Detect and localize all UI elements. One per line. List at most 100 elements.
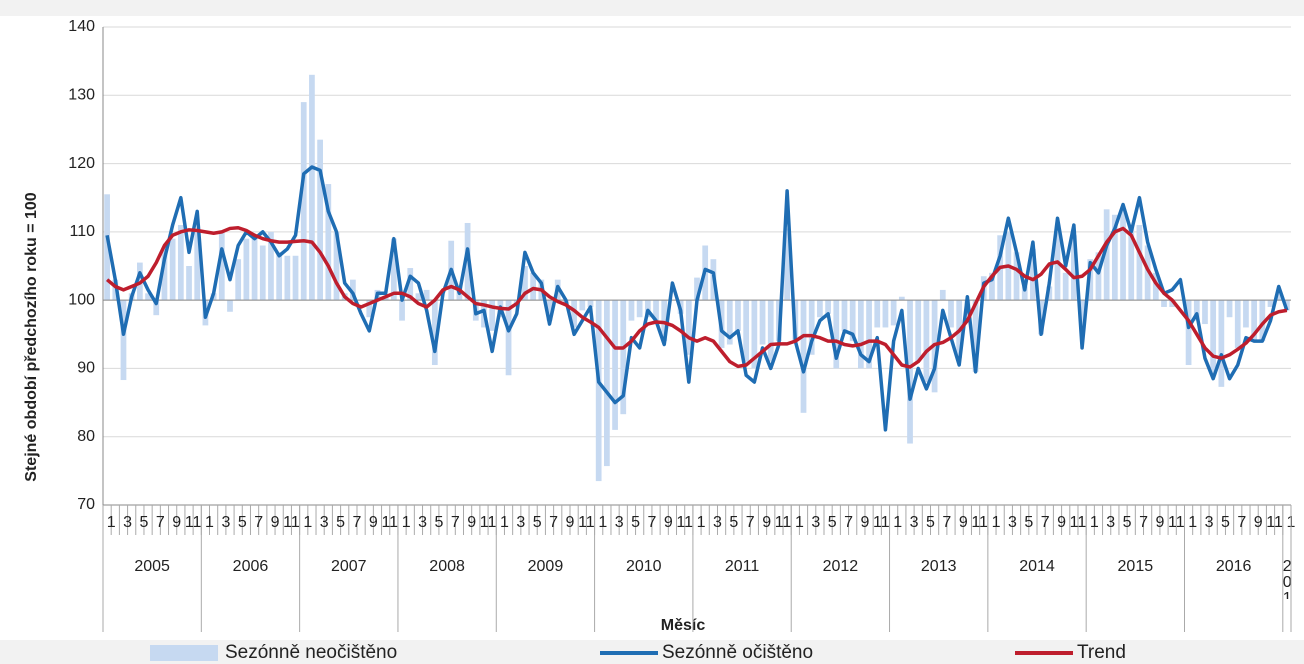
bar [612,300,618,430]
year-label: 2015 [1117,559,1154,575]
bar [767,300,774,362]
year-label: 2017 [1282,559,1291,599]
bar [194,231,201,301]
bar [972,300,979,372]
x-tick-label: 5 [729,514,738,531]
x-tick-label: 1 [500,514,509,531]
bar [431,300,438,366]
x-tick-label: 1 [1090,514,1099,531]
x-tick-label: 9 [1155,514,1164,531]
bar [317,139,323,301]
bar [948,300,954,328]
bar [1267,300,1274,307]
bar [685,300,692,355]
bar [1030,248,1036,301]
bar [817,300,823,318]
bar [661,300,668,342]
bar [784,228,790,301]
bar [866,300,872,369]
bar [1071,235,1077,301]
x-tick-label: 9 [566,514,575,531]
bar [546,300,553,321]
x-tick-label: 3 [811,514,820,531]
bar [1169,300,1176,307]
bar [579,300,586,311]
year-label: 2005 [134,559,170,575]
year-label: 2012 [822,559,859,575]
bar [890,300,897,326]
x-tick-label: 7 [844,514,853,531]
bar [841,300,848,331]
year-label-box: 2008 [429,559,465,575]
year-label-box: 2007 [331,559,367,575]
bar [161,248,168,301]
year-label-box: 2011 [724,559,760,575]
x-tick-label: 1 [205,514,214,531]
year-label-box: 2017 [1283,559,1291,599]
x-tick-label: 7 [746,514,755,531]
bar [259,245,266,301]
legend-label: Sezónně očištěno [662,642,813,663]
x-tick-label: 9 [762,514,771,531]
x-tick-label: 11 [873,514,890,531]
bar [104,194,110,301]
year-label: 2011 [724,559,760,575]
x-tick-label: 11 [1070,514,1087,531]
bar [1234,300,1241,348]
bar [1193,300,1200,321]
y-tick-label: 110 [69,223,95,240]
x-tick-label: 5 [828,514,837,531]
bar [989,272,995,301]
bar [653,300,659,325]
x-tick-label: 7 [1237,514,1246,531]
x-tick-label: 3 [221,514,230,531]
bar [1226,300,1233,318]
bar [1079,300,1085,328]
bar [1275,293,1282,301]
bar [800,300,807,413]
bar [251,238,258,301]
x-tick-label: 9 [664,514,673,531]
bar [882,300,889,328]
bar [284,255,291,301]
x-tick-label: 11 [578,514,595,531]
bar [628,300,635,321]
year-label: 2008 [429,559,465,575]
bar [1144,245,1151,301]
bar [923,300,930,383]
year-label: 2016 [1215,559,1252,575]
x-tick-label: 3 [123,514,132,531]
x-tick-label: 9 [1057,514,1066,531]
bar [218,231,225,301]
x-tick-label: 5 [1221,514,1230,531]
bar [849,300,856,342]
x-tick-label: 5 [631,514,640,531]
year-label-box: 2016 [1215,559,1252,575]
bar [169,238,176,301]
x-tick-label: 9 [959,514,968,531]
x-tick-label: 7 [1041,514,1050,531]
bar [1152,272,1159,301]
bar [325,184,332,301]
x-tick-label: 7 [254,514,263,531]
bar [1185,300,1192,366]
bar [1054,231,1061,301]
bar [571,300,577,328]
bar [1021,286,1028,301]
bar [522,266,528,301]
x-tick-label: 9 [1254,514,1263,531]
year-label-box: 2005 [134,559,170,575]
x-tick-label: 1 [1188,514,1197,531]
bar [915,300,922,362]
line [105,226,1288,369]
year-label-box: 2012 [822,559,859,575]
bar [595,300,602,482]
x-tick-label: 1 [303,514,312,531]
bar [1259,300,1266,342]
bar [825,300,831,314]
year-label-box: 2006 [233,559,269,575]
x-tick-label: 11 [676,514,693,531]
x-tick-label: 11 [1168,514,1185,531]
bar [309,74,315,301]
bar [530,272,537,301]
